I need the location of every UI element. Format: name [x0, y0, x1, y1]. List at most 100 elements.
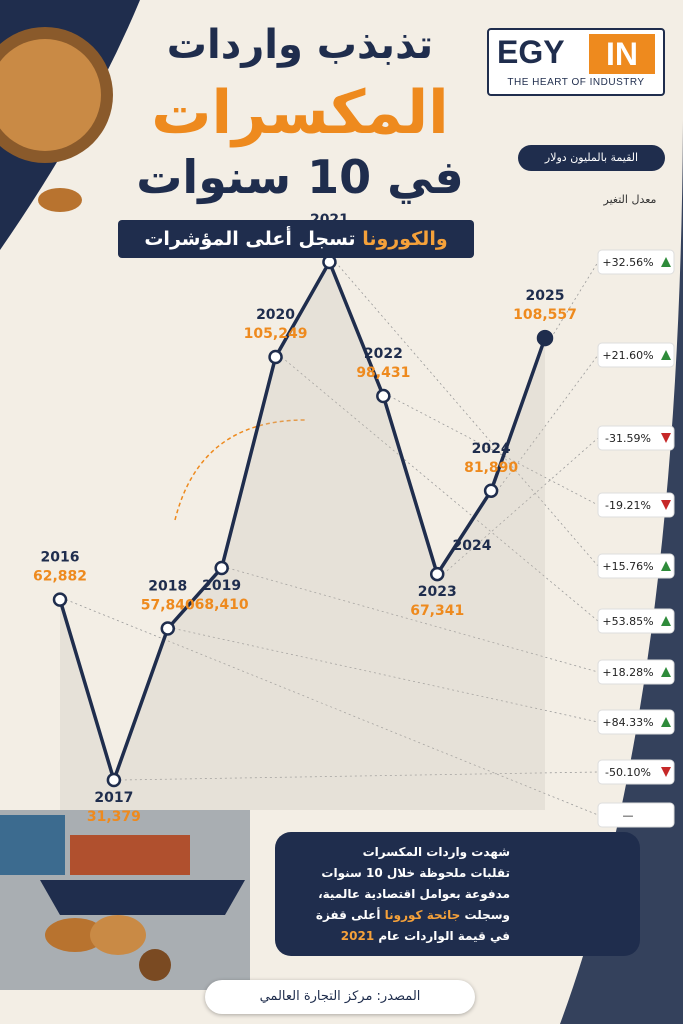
year-label: 2022 — [364, 346, 403, 362]
unit-label: القيمة بالمليون دولار — [518, 145, 665, 171]
year-label: 2018 — [148, 578, 187, 594]
change-label: -19.21% — [605, 499, 651, 512]
change-arrow — [661, 616, 671, 626]
title: تذبذب واردات — [166, 22, 434, 68]
point — [106, 772, 122, 788]
info-text: في قيمة الواردات عام — [378, 929, 510, 943]
annotation: 2024 — [453, 538, 492, 554]
change-label: +21.60% — [602, 349, 653, 362]
info-line: في قيمة الواردات عام 2021 — [280, 926, 510, 947]
change-box — [597, 249, 675, 275]
value-label: 108,557 — [513, 307, 577, 323]
year-label: 2025 — [526, 288, 565, 304]
value-label: 62,882 — [33, 569, 87, 585]
info-highlight: 2021 — [340, 929, 375, 943]
change-arrow — [661, 433, 671, 443]
leader-line — [442, 437, 599, 575]
almond — [38, 188, 82, 212]
leader-line — [65, 599, 599, 816]
value-label: 105,249 — [244, 326, 308, 342]
point — [160, 621, 176, 636]
value-label: 68,410 — [195, 597, 249, 613]
leader-line — [335, 261, 599, 567]
logo-text: IN — [589, 34, 655, 74]
leader-line — [281, 356, 599, 622]
walnut — [90, 915, 146, 955]
change-arrow — [661, 717, 671, 727]
change-label: -50.10% — [605, 766, 651, 779]
value-label: 67,341 — [410, 603, 464, 619]
year-label: 2017 — [94, 790, 133, 806]
change-arrow — [661, 667, 671, 677]
year-label: 2016 — [41, 550, 80, 566]
change-label: +84.33% — [602, 716, 653, 729]
line — [58, 260, 547, 782]
title: المكسرات — [151, 78, 449, 148]
logo-text: EGY — [497, 34, 565, 70]
point — [536, 329, 554, 347]
leader-line — [496, 354, 599, 492]
containers — [0, 815, 65, 875]
change-label: +15.76% — [602, 560, 653, 573]
change-arrow — [661, 561, 671, 571]
almond — [45, 918, 105, 952]
logo: EGY IN THE HEART OF INDUSTRY — [487, 28, 665, 96]
info-line: شهدت واردات المكسرات — [362, 845, 510, 859]
subtitle-text: تسجل أعلى المؤشرات — [144, 228, 356, 250]
value-label: 57,840 — [141, 597, 195, 613]
change-arrow — [661, 257, 671, 267]
change-arrow — [661, 767, 671, 777]
change-box — [597, 342, 675, 368]
hazelnut — [139, 949, 171, 981]
change-label: +53.85% — [602, 615, 653, 628]
info-highlight: جائحة كورونا — [384, 908, 461, 922]
year-label: 2024 — [472, 441, 511, 457]
change-label: +18.28% — [602, 666, 653, 679]
point — [429, 566, 445, 582]
change-box — [597, 659, 675, 685]
info-line: تقلبات ملحوظة خلال 10 سنوات — [321, 866, 510, 880]
source: المصدر: مركز التجارة العالمي — [205, 980, 475, 1014]
logo-tagline: THE HEART OF INDUSTRY — [507, 77, 645, 88]
year-label: 2019 — [202, 578, 241, 594]
info-line: مدفوعة بعوامل اقتصادية عالمية، — [318, 887, 510, 901]
change-label: — — [623, 809, 634, 822]
info-text: شهدت واردات المكسرات تقلبات ملحوظة خلال … — [280, 842, 510, 947]
change-title: معدل التغير — [603, 193, 657, 206]
point — [268, 349, 283, 365]
leader-line — [227, 567, 599, 673]
info-text: أعلى قفزة — [315, 908, 381, 922]
change-arrow — [661, 350, 671, 360]
title: في 10 سنوات — [136, 150, 464, 204]
ship-hull — [40, 880, 245, 915]
year-label: 2023 — [418, 584, 457, 600]
change-label: -31.59% — [605, 432, 651, 445]
year-label: 2020 — [256, 307, 295, 323]
value-label: 81,890 — [464, 460, 518, 476]
decorative-arrow — [174, 419, 306, 521]
point — [214, 560, 229, 576]
value-label: 31,379 — [87, 809, 141, 825]
change-box — [597, 759, 675, 785]
point — [52, 592, 68, 607]
area — [60, 262, 545, 810]
change-box — [597, 492, 675, 518]
subtitle-highlight: والكورونا — [362, 228, 448, 250]
point — [483, 483, 499, 499]
change-arrow — [661, 500, 671, 510]
info-box: شهدت واردات المكسرات تقلبات ملحوظة خلال … — [275, 832, 640, 956]
containers — [70, 835, 190, 875]
change-box — [597, 553, 675, 579]
change-box — [597, 709, 675, 735]
change-box — [597, 802, 675, 828]
point — [376, 388, 391, 404]
value-label: 98,431 — [356, 365, 410, 381]
side-decoration — [560, 120, 683, 1024]
change-box — [597, 608, 675, 634]
nuts — [0, 39, 101, 151]
info-text: وسجلت — [464, 908, 510, 922]
change-box — [597, 425, 675, 451]
info-line: وسجلت جائحة كورونا أعلى قفزة — [280, 905, 510, 926]
leader-line — [389, 395, 599, 506]
